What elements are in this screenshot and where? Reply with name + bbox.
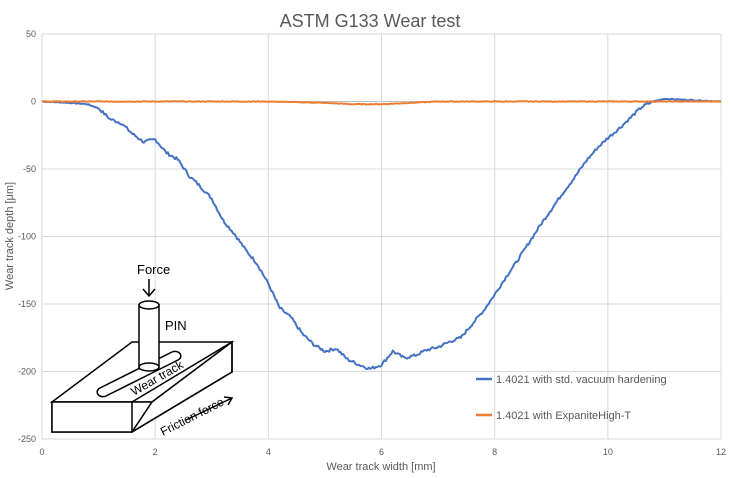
force-label: Force — [137, 262, 170, 277]
block-front — [51, 401, 133, 433]
x-tick-label: 2 — [153, 447, 158, 457]
series-lines — [41, 97, 722, 371]
x-tick-label: 10 — [603, 447, 613, 457]
y-tick-label: -150 — [18, 299, 36, 309]
y-tick-label: -50 — [23, 164, 36, 174]
pin-body — [138, 304, 160, 368]
pin-top — [138, 300, 160, 310]
series-line-1 — [42, 97, 722, 371]
friction-arrow-shaft — [185, 397, 233, 421]
pin-bottom — [138, 362, 160, 372]
y-tick-label: -100 — [18, 232, 36, 242]
y-axis-label: Wear track depth [μm] — [4, 182, 16, 290]
legend: 1.4021 with std. vacuum hardening 1.4021… — [476, 374, 667, 422]
x-tick-label: 0 — [39, 447, 44, 457]
x-tick-labels: 0 2 4 6 8 10 12 — [39, 447, 726, 457]
y-tick-label: 50 — [26, 29, 36, 39]
pin-on-block-schematic — [49, 279, 235, 433]
y-tick-labels: 50 0 -50 -100 -150 -200 -250 — [18, 29, 36, 444]
wear-track-slot — [96, 350, 182, 398]
x-tick-label: 12 — [716, 447, 726, 457]
pin-label: PIN — [165, 318, 187, 333]
block-edge — [131, 340, 233, 433]
y-tick-label: -200 — [18, 367, 36, 377]
x-tick-label: 8 — [492, 447, 497, 457]
x-tick-label: 4 — [266, 447, 271, 457]
force-arrow-head — [142, 288, 156, 298]
y-tick-label: 0 — [31, 97, 36, 107]
series-line-2 — [41, 100, 722, 106]
friction-arrow-head — [223, 396, 234, 406]
y-tick-label: -250 — [18, 434, 36, 444]
chart-title: ASTM G133 Wear test — [280, 11, 461, 31]
x-axis-label: Wear track width [mm] — [326, 461, 435, 473]
x-tick-label: 6 — [379, 447, 384, 457]
legend-label-series-1: 1.4021 with std. vacuum hardening — [496, 374, 667, 386]
legend-label-series-2: 1.4021 with ExpaniteHigh-T — [496, 410, 631, 422]
